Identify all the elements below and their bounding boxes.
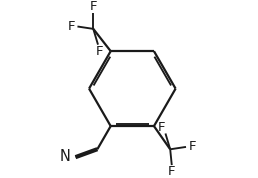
Text: F: F [67,20,75,33]
Text: F: F [158,121,165,134]
Text: F: F [90,0,97,13]
Text: F: F [96,44,103,57]
Text: N: N [59,149,70,164]
Text: F: F [189,140,196,153]
Text: F: F [168,165,175,178]
